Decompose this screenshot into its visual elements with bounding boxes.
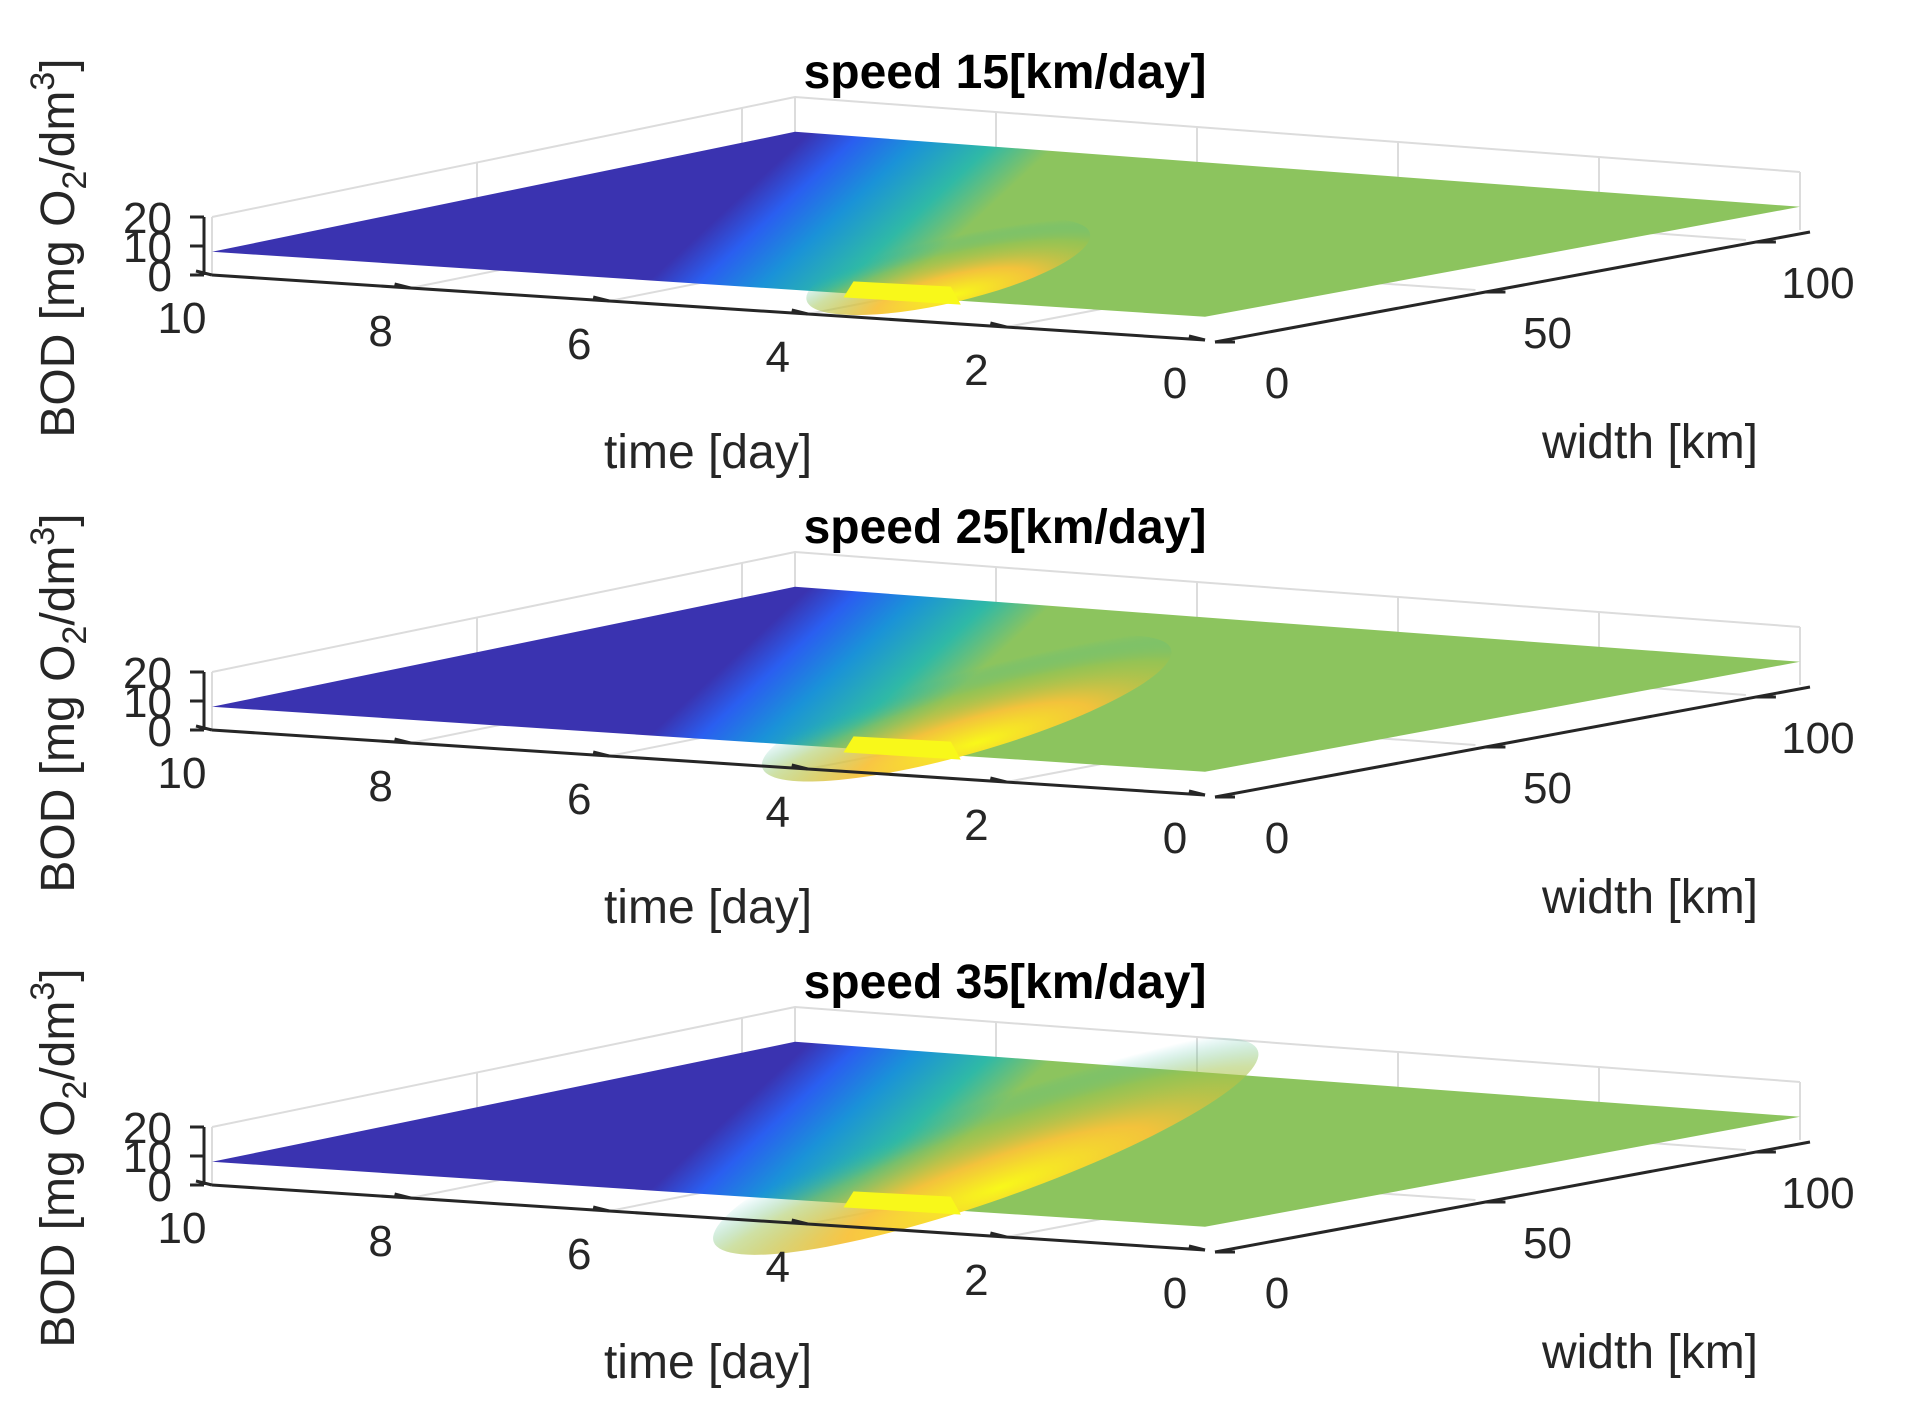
x-tick-mark	[394, 1192, 411, 1200]
plume-peak	[843, 281, 961, 305]
x-axis-label: time [day]	[604, 426, 812, 479]
x-tick-mark	[195, 724, 213, 732]
z-label-base: BOD [mg O	[32, 1100, 85, 1348]
z-tick-label: 0	[148, 252, 172, 301]
z-label-sub: 2	[56, 626, 94, 645]
x-tick-label: 6	[567, 320, 591, 369]
chart-title: speed 15[km/day]	[804, 46, 1207, 99]
z-label-mid: /dm	[32, 546, 85, 626]
x-axis-line	[211, 273, 1206, 342]
z-tick-label: 0	[148, 707, 172, 756]
z-tick-label: 20	[123, 1104, 172, 1153]
x-tick-mark	[592, 1205, 610, 1213]
y-tick-label: 100	[1781, 1169, 1854, 1218]
x-axis-line	[211, 728, 1206, 797]
x-tick-label: 2	[964, 801, 988, 850]
z-label-mid: /dm	[32, 1001, 85, 1081]
x-tick-mark	[791, 763, 809, 771]
x-axis-line	[211, 1183, 1206, 1252]
axes	[190, 1125, 1811, 1254]
x-tick-label: 10	[158, 1204, 207, 1253]
z-axis-label: BOD [mg O2/dm3]	[24, 513, 94, 892]
z-label-end: ]	[32, 968, 85, 981]
x-axis-label: time [day]	[604, 881, 812, 934]
x-tick-label: 10	[158, 749, 207, 798]
y-tick-label: 50	[1523, 1219, 1572, 1268]
chart-title: speed 35[km/day]	[804, 956, 1207, 1009]
x-tick-label: 6	[567, 775, 591, 824]
x-tick-mark	[592, 295, 610, 303]
y-axis-label: width [km]	[1541, 871, 1758, 924]
y-tick-label: 0	[1265, 359, 1289, 408]
x-tick-label: 6	[567, 1230, 591, 1279]
y-tick-label: 50	[1523, 309, 1572, 358]
z-label-base: BOD [mg O	[32, 645, 85, 893]
axes	[190, 670, 1811, 799]
z-label-end: ]	[32, 513, 85, 526]
y-tick-label: 100	[1781, 259, 1854, 308]
plume-peak	[843, 736, 961, 760]
x-tick-mark	[1188, 1244, 1206, 1252]
x-tick-label: 8	[368, 762, 392, 811]
z-tick-label: 20	[123, 194, 172, 243]
y-axis-label: width [km]	[1541, 1326, 1758, 1379]
z-label-end: ]	[32, 58, 85, 71]
x-tick-mark	[592, 750, 610, 758]
y-tick-label: 100	[1781, 714, 1854, 763]
y-axis-line	[1214, 1140, 1811, 1254]
z-tick-label: 20	[123, 649, 172, 698]
plume-peak	[843, 1191, 961, 1215]
x-tick-label: 0	[1163, 1269, 1187, 1318]
z-label-sup: 3	[24, 527, 62, 546]
x-tick-label: 0	[1163, 359, 1187, 408]
z-label-sup: 3	[24, 72, 62, 91]
z-label-sub: 2	[56, 171, 94, 190]
y-tick-label: 0	[1265, 814, 1289, 863]
x-tick-label: 8	[368, 307, 392, 356]
x-tick-mark	[195, 269, 213, 277]
z-tick-label: 10	[123, 223, 172, 272]
y-axis-line	[1214, 230, 1811, 344]
z-tick-label: 10	[123, 678, 172, 727]
x-tick-mark	[990, 776, 1007, 784]
x-tick-label: 8	[368, 1217, 392, 1266]
z-tick-label: 0	[148, 1162, 172, 1211]
y-tick-label: 0	[1265, 1269, 1289, 1318]
x-tick-label: 4	[766, 788, 790, 837]
x-tick-label: 10	[158, 294, 207, 343]
z-label-sup: 3	[24, 982, 62, 1001]
x-tick-mark	[791, 308, 809, 316]
x-tick-mark	[1188, 789, 1206, 797]
x-tick-mark	[1188, 334, 1206, 342]
x-tick-mark	[195, 1179, 213, 1187]
z-label-mid: /dm	[32, 91, 85, 171]
x-axis-label: time [day]	[604, 1336, 812, 1389]
x-tick-mark	[990, 321, 1007, 329]
x-tick-label: 4	[766, 333, 790, 382]
x-tick-label: 2	[964, 346, 988, 395]
z-tick-label: 10	[123, 1133, 172, 1182]
y-axis-line	[1214, 685, 1811, 799]
x-tick-mark	[394, 737, 411, 745]
y-axis-label: width [km]	[1541, 416, 1758, 469]
y-tick-label: 50	[1523, 764, 1572, 813]
axes	[190, 215, 1811, 344]
z-axis-label: BOD [mg O2/dm3]	[24, 968, 94, 1347]
chart-title: speed 25[km/day]	[804, 501, 1207, 554]
z-label-base: BOD [mg O	[32, 190, 85, 438]
z-label-sub: 2	[56, 1081, 94, 1100]
x-tick-mark	[791, 1218, 809, 1226]
z-axis-label: BOD [mg O2/dm3]	[24, 58, 94, 437]
x-tick-label: 2	[964, 1256, 988, 1305]
x-tick-mark	[394, 282, 411, 290]
x-tick-label: 0	[1163, 814, 1187, 863]
x-tick-mark	[990, 1231, 1007, 1239]
x-tick-label: 4	[766, 1243, 790, 1292]
